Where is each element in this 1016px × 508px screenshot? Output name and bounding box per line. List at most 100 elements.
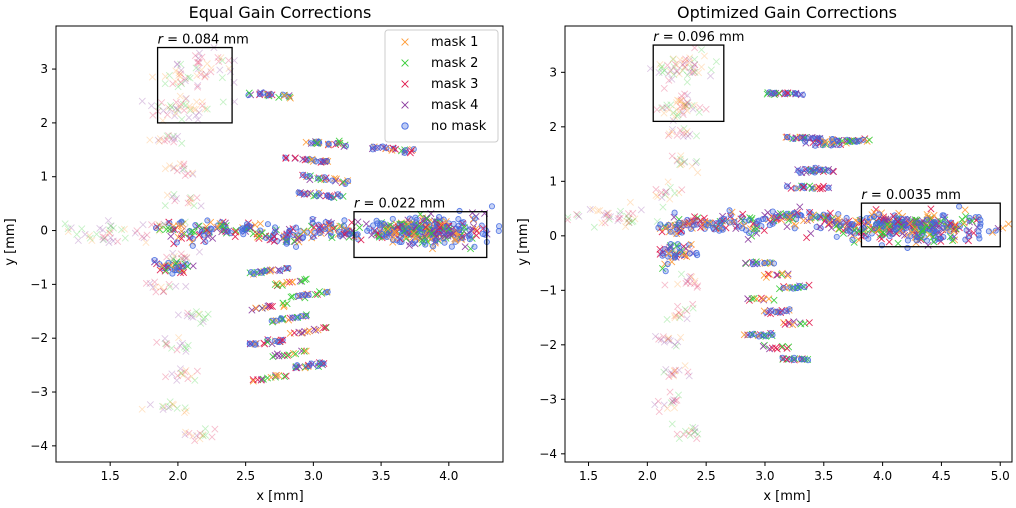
data-point: [800, 356, 807, 363]
data-point: [191, 376, 199, 384]
data-point: [911, 225, 919, 233]
data-point: [667, 399, 675, 407]
data-point: [665, 250, 673, 258]
data-point: [177, 60, 185, 68]
data-point: [177, 70, 185, 78]
data-point: [794, 284, 801, 291]
data-point: [207, 68, 215, 76]
data-point: [186, 199, 194, 207]
data-point: [666, 195, 674, 203]
data-point: [121, 234, 129, 242]
data-point: [677, 161, 685, 169]
data-point: [187, 372, 196, 380]
data-point: [760, 307, 768, 315]
data-point: [689, 67, 697, 75]
data-point: [279, 299, 287, 307]
data-point: [931, 230, 939, 238]
data-point: [209, 234, 217, 242]
data-point: [186, 234, 194, 242]
data-point: [114, 237, 122, 245]
data-point: [166, 398, 174, 406]
data-point: [625, 215, 633, 223]
data-point: [199, 432, 207, 440]
data-point: [171, 135, 179, 143]
data-point: [220, 224, 227, 231]
data-point: [653, 106, 661, 114]
data-point: [665, 106, 673, 114]
data-point: [282, 154, 290, 162]
data-point: [163, 191, 171, 199]
data-point: [894, 224, 901, 232]
data-point: [412, 214, 419, 221]
data-point: [178, 339, 186, 347]
data-point: [258, 375, 266, 383]
data-point: [883, 221, 891, 229]
x-tick-label: 4.0: [439, 469, 458, 483]
data-point: [880, 230, 888, 238]
data-point: [404, 229, 411, 237]
data-point: [685, 273, 693, 281]
data-point: [834, 214, 842, 222]
data-point: [689, 218, 697, 226]
data-point: [96, 224, 104, 232]
data-point: [680, 64, 688, 72]
data-point: [694, 169, 702, 177]
data-point: [674, 302, 682, 310]
data-point: [691, 218, 699, 226]
data-point: [256, 90, 263, 98]
data-point: [677, 92, 685, 100]
data-point: [435, 213, 443, 221]
data-point: [262, 234, 270, 241]
data-point: [663, 104, 671, 112]
data-point: [362, 220, 370, 228]
data-point: [138, 405, 146, 413]
data-point: [671, 209, 678, 216]
data-point: [962, 212, 970, 221]
x-axis-label: x [mm]: [256, 489, 303, 504]
data-point: [759, 295, 767, 303]
data-point: [662, 366, 670, 374]
x-tick-label: 3.0: [304, 469, 323, 483]
data-point: [685, 372, 693, 380]
data-point: [683, 102, 691, 110]
data-point: [170, 138, 178, 146]
data-point: [656, 61, 664, 69]
data-point: [657, 336, 665, 344]
data-point: [805, 281, 813, 289]
data-point: [809, 211, 817, 219]
data-point: [296, 277, 304, 285]
data-point: [168, 226, 176, 234]
data-point: [184, 170, 192, 178]
data-point: [682, 244, 690, 253]
data-point: [152, 224, 160, 232]
data-point: [327, 229, 334, 236]
data-point: [73, 230, 81, 238]
data-point: [216, 66, 224, 74]
data-point: [109, 224, 117, 232]
data-point: [160, 288, 168, 296]
data-point: [85, 232, 93, 240]
data-point: [422, 223, 430, 231]
data-point: [488, 203, 496, 210]
data-point: [894, 239, 902, 247]
x-axis-label: x [mm]: [763, 489, 810, 504]
data-point: [109, 237, 117, 245]
data-point: [244, 219, 252, 227]
data-point: [668, 420, 676, 428]
data-point: [684, 99, 692, 107]
data-point: [181, 404, 189, 412]
data-point: [778, 342, 786, 350]
data-point: [155, 220, 163, 228]
data-point: [213, 225, 221, 233]
data-point: [302, 347, 310, 355]
y-axis-label: y [mm]: [3, 218, 18, 265]
data-point: [107, 234, 115, 242]
data-point: [682, 219, 690, 227]
data-point: [690, 68, 698, 76]
data-point: [368, 231, 376, 239]
data-point: [186, 74, 194, 82]
data-point: [625, 219, 633, 227]
data-point: [852, 217, 860, 225]
data-point: [686, 68, 694, 76]
